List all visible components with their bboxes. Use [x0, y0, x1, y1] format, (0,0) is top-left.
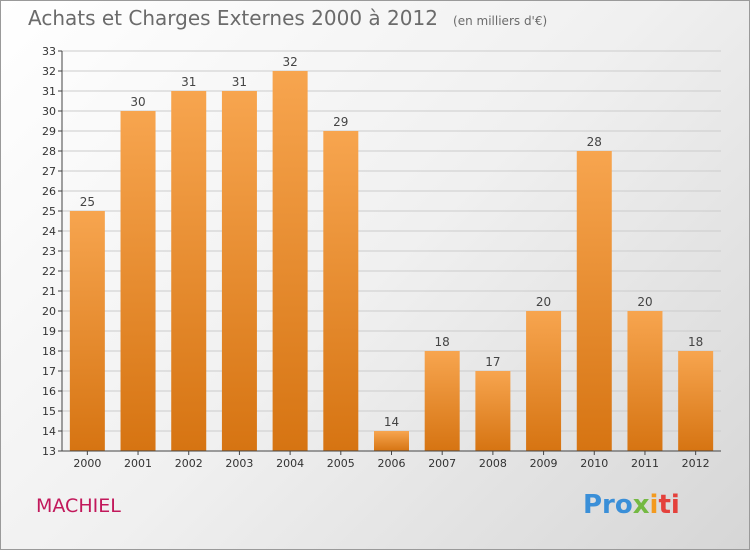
bar — [171, 91, 207, 451]
data-label: 25 — [80, 195, 95, 209]
x-tick-label: 2010 — [580, 457, 608, 470]
y-tick-label: 28 — [42, 145, 56, 158]
x-tick-label: 2009 — [530, 457, 558, 470]
y-tick-label: 16 — [42, 385, 56, 398]
y-tick-label: 14 — [42, 425, 56, 438]
y-tick-label: 27 — [42, 165, 56, 178]
x-tick-label: 2008 — [479, 457, 507, 470]
logo-part-3: i — [649, 490, 659, 520]
y-tick-labels: 13 14 15 16 17 18 19 20 21 22 23 24 25 26 27 28 29 30 31 32… — [42, 45, 56, 458]
bar — [475, 371, 511, 451]
x-tick-label: 2000 — [73, 457, 101, 470]
x-tick-label: 2003 — [225, 457, 253, 470]
data-label: 32 — [282, 55, 297, 69]
commune-name: MACHIEL — [36, 495, 121, 517]
data-label: 18 — [435, 335, 450, 349]
chart-title: Achats et Charges Externes 2000 à 2012 — [28, 6, 438, 30]
y-tick-label: 21 — [42, 285, 56, 298]
data-labels: 25 30 31 31 32 29 14 18 17 20 28 20 18 — [80, 55, 704, 429]
data-label: 18 — [688, 335, 703, 349]
data-label: 20 — [536, 295, 551, 309]
bar — [424, 351, 460, 451]
x-tick-label: 2004 — [276, 457, 304, 470]
chart-title-block: Achats et Charges Externes 2000 à 2012 (… — [28, 6, 547, 30]
y-tick-label: 33 — [42, 45, 56, 58]
y-tick-label: 19 — [42, 325, 56, 338]
logo-part-4: ti — [658, 490, 680, 520]
data-label: 20 — [637, 295, 652, 309]
y-tick-label: 15 — [42, 405, 56, 418]
y-tick-label: 17 — [42, 365, 56, 378]
logo-part-1: Pro — [583, 490, 633, 520]
y-tick-label: 20 — [42, 305, 56, 318]
x-tick-label: 2007 — [428, 457, 456, 470]
y-tick-label: 18 — [42, 345, 56, 358]
proxiti-logo[interactable]: Proxiti — [583, 490, 680, 520]
data-label: 31 — [232, 75, 247, 89]
y-tick-label: 31 — [42, 85, 56, 98]
bar — [374, 431, 409, 451]
chart-subtitle: (en milliers d'€) — [453, 14, 548, 28]
bar — [678, 351, 714, 451]
data-label: 29 — [333, 115, 348, 129]
y-tick-label: 24 — [42, 225, 56, 238]
x-tick-label: 2006 — [378, 457, 406, 470]
bar — [627, 311, 663, 451]
y-tick-label: 32 — [42, 65, 56, 78]
logo-part-2: x — [632, 490, 650, 520]
data-label: 31 — [181, 75, 196, 89]
x-tick-label: 2012 — [682, 457, 710, 470]
axes — [61, 51, 721, 455]
x-tick-label: 2002 — [175, 457, 203, 470]
bar — [120, 111, 156, 451]
x-tick-label: 2001 — [124, 457, 152, 470]
y-tick-label: 23 — [42, 245, 56, 258]
y-tick-label: 30 — [42, 105, 56, 118]
data-label: 30 — [130, 95, 145, 109]
x-tick-label: 2011 — [631, 457, 659, 470]
y-tick-label: 22 — [42, 265, 56, 278]
bar — [272, 71, 308, 451]
bar — [526, 311, 562, 451]
bar — [69, 211, 105, 451]
data-label: 28 — [587, 135, 602, 149]
bar — [221, 91, 257, 451]
grid-lines — [58, 50, 721, 452]
y-tick-label: 25 — [42, 205, 56, 218]
data-label: 14 — [384, 415, 399, 429]
y-tick-label: 29 — [42, 125, 56, 138]
y-tick-label: 26 — [42, 185, 56, 198]
x-tick-labels: 2000 2001 2002 2003 2004 2005 2006 2007 2008 2009… — [73, 457, 709, 470]
y-tick-label: 13 — [42, 445, 56, 458]
bar — [323, 131, 359, 451]
x-tick-label: 2005 — [327, 457, 355, 470]
bars — [69, 71, 714, 451]
bar — [576, 151, 612, 451]
data-label: 17 — [485, 355, 500, 369]
